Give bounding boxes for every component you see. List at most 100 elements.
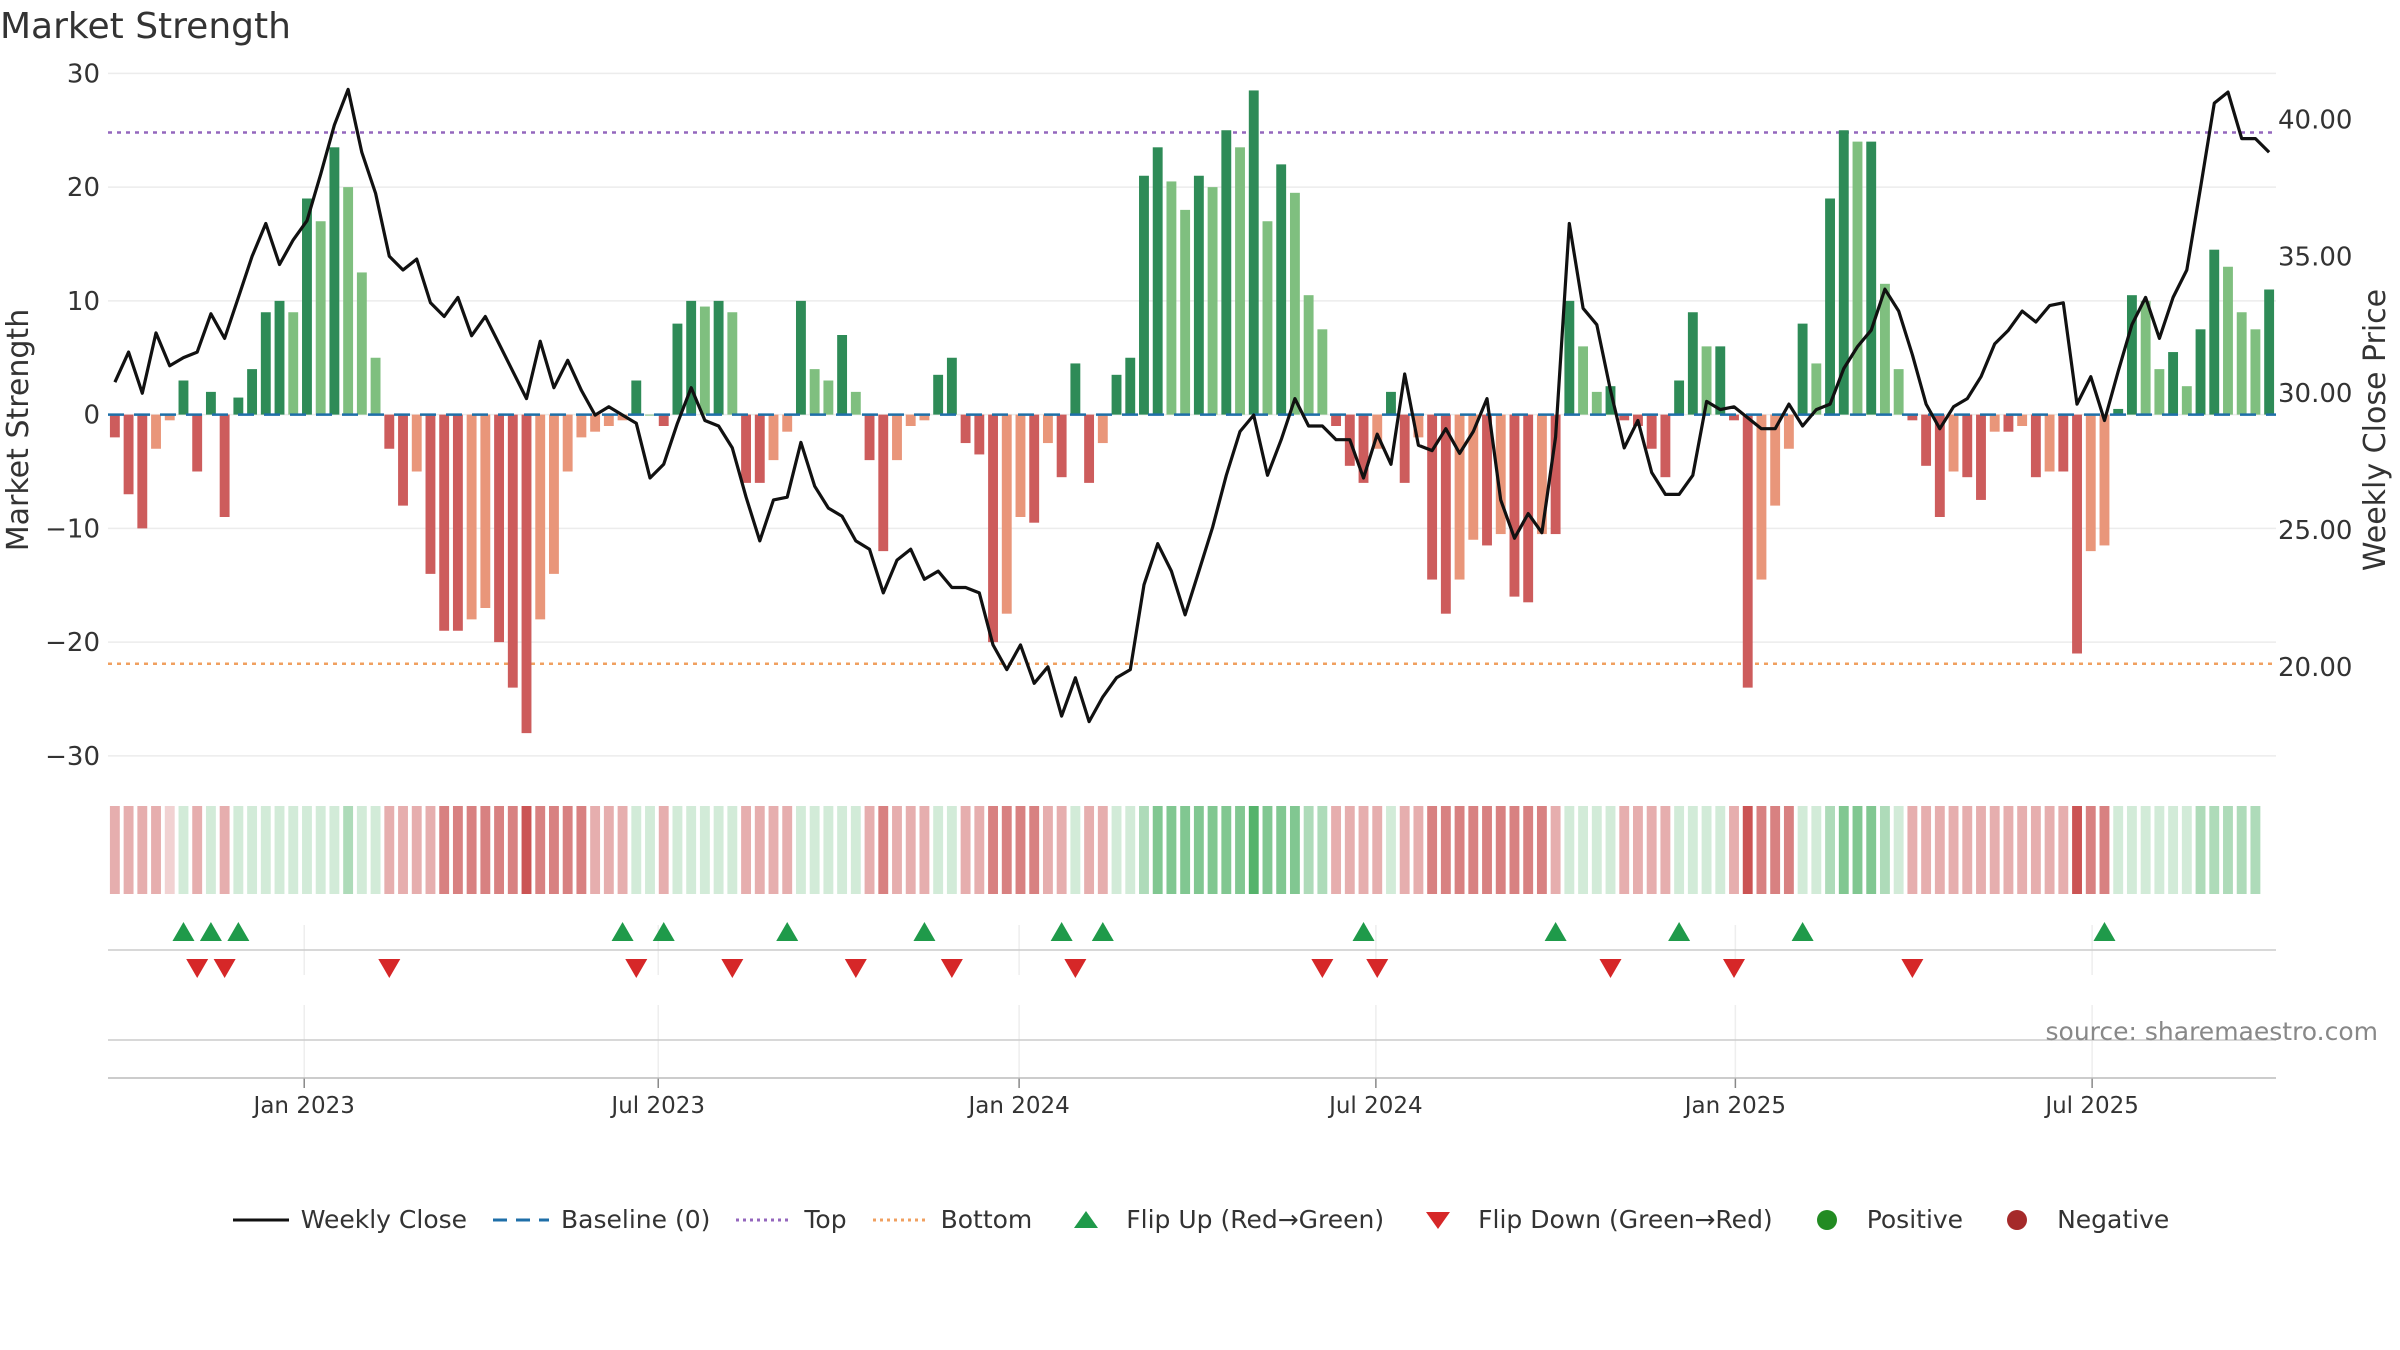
reference-lines [108, 131, 2276, 665]
strength-bar [1715, 346, 1726, 415]
strength-bar [1152, 147, 1163, 415]
strength-bar [109, 414, 120, 438]
heatmap-cell [274, 806, 285, 894]
heatmap-cell [1550, 806, 1561, 894]
y-tick-label-left: −30 [45, 742, 100, 772]
strength-bar [2209, 249, 2220, 415]
legend-item: Positive [1797, 1205, 1963, 1234]
y-tick-label-left: 10 [67, 287, 100, 317]
heatmap-cell [1921, 806, 1932, 894]
strength-bar [878, 414, 889, 552]
heatmap-cell [576, 806, 587, 894]
strength-bar [1221, 130, 1232, 415]
heatmap-cell [699, 806, 710, 894]
strength-bar [2085, 414, 2096, 552]
heatmap-cell [905, 806, 916, 894]
heatmap-cell [329, 806, 340, 894]
heatmap-cell [1646, 806, 1657, 894]
strength-bar [672, 323, 683, 415]
heatmap-cell [1248, 806, 1259, 894]
heatmap-cell [1591, 806, 1602, 894]
heatmap-cell [1111, 806, 1122, 894]
strength-bar [2140, 300, 2151, 415]
heatmap-cell [137, 806, 148, 894]
heatmap-cell [1756, 806, 1767, 894]
strength-bar [809, 369, 820, 415]
circle-icon [1816, 1209, 1837, 1230]
heatmap-cell [1166, 806, 1177, 894]
flip-down-marker [1064, 959, 1087, 978]
heatmap-cell [123, 806, 134, 894]
strength-bar [233, 397, 244, 415]
legend-item: Top [734, 1205, 847, 1234]
heatmap-cell [960, 806, 971, 894]
strength-bar [1729, 414, 1739, 421]
strength-bar [1303, 295, 1314, 415]
heatmap-cell [2072, 806, 2082, 894]
legend-label: Negative [2057, 1205, 2170, 1234]
strength-bar [1386, 391, 1396, 415]
strength-bar [2126, 295, 2137, 415]
strength-bar [1399, 414, 1410, 483]
strength-bar [1921, 414, 1932, 466]
strength-bar [219, 414, 230, 517]
heatmap-cell [343, 806, 354, 894]
heatmap-cell [2099, 806, 2110, 894]
strength-bar [1180, 209, 1191, 415]
x-tick-label: Jan 2025 [1683, 1093, 1786, 1119]
strength-bar [1564, 300, 1575, 415]
heatmap-cell [2030, 806, 2041, 894]
heatmap-cell [2003, 806, 2014, 894]
strength-bar [2003, 414, 2014, 432]
flip-up-marker [172, 922, 195, 941]
heatmap-cell [1564, 806, 1575, 894]
strength-bar [1468, 414, 1479, 540]
flip-up-marker [776, 922, 799, 941]
strength-bar [1742, 414, 1753, 688]
heatmap-cell [205, 806, 216, 894]
heatmap-cell [1276, 806, 1287, 894]
legend-line-icon [493, 1218, 550, 1221]
heatmap-cell [1152, 806, 1163, 894]
strength-bar [1495, 414, 1506, 535]
heatmap-cell [1852, 806, 1863, 894]
strength-bar [658, 414, 669, 426]
heatmap-cell [1976, 806, 1986, 894]
y-tick-label-left: 0 [83, 401, 100, 431]
heatmap-cell [658, 806, 669, 894]
strength-bar [1111, 374, 1122, 415]
flip-up-marker [227, 922, 250, 941]
flip-down-marker [1311, 959, 1334, 978]
heatmap-cell [1289, 806, 1300, 894]
strength-bar [2072, 414, 2082, 654]
strength-bar [466, 414, 477, 620]
heatmap-cell [727, 806, 738, 894]
heatmap-cell [466, 806, 477, 894]
flip-markers [172, 922, 2116, 978]
heatmap-cell [1221, 806, 1232, 894]
heatmap-cell [1317, 806, 1328, 894]
strength-bar [151, 414, 161, 449]
triangle-down-icon [1426, 1211, 1451, 1229]
strength-bar [1578, 346, 1589, 415]
legend-label: Weekly Close [300, 1205, 468, 1234]
flip-up-marker [1544, 922, 1567, 941]
flip-up-marker [1352, 922, 1375, 941]
strength-bar [2154, 369, 2165, 415]
heatmap-cell [1386, 806, 1396, 894]
heatmap-cell [535, 806, 546, 894]
strength-bar [645, 414, 655, 416]
strength-bar [988, 414, 998, 643]
strength-bar [1646, 414, 1657, 449]
heatmap-cell [1482, 806, 1492, 894]
heatmap-cell [1893, 806, 1904, 894]
chart-title: Market Strength [0, 6, 291, 47]
strength-bar [699, 306, 710, 415]
heatmap-cell [1825, 806, 1835, 894]
strength-bar [384, 414, 395, 449]
heatmap-cell [2126, 806, 2137, 894]
legend-line-icon [232, 1218, 289, 1221]
strength-bar [1084, 414, 1095, 483]
strength-bar [2264, 289, 2275, 415]
